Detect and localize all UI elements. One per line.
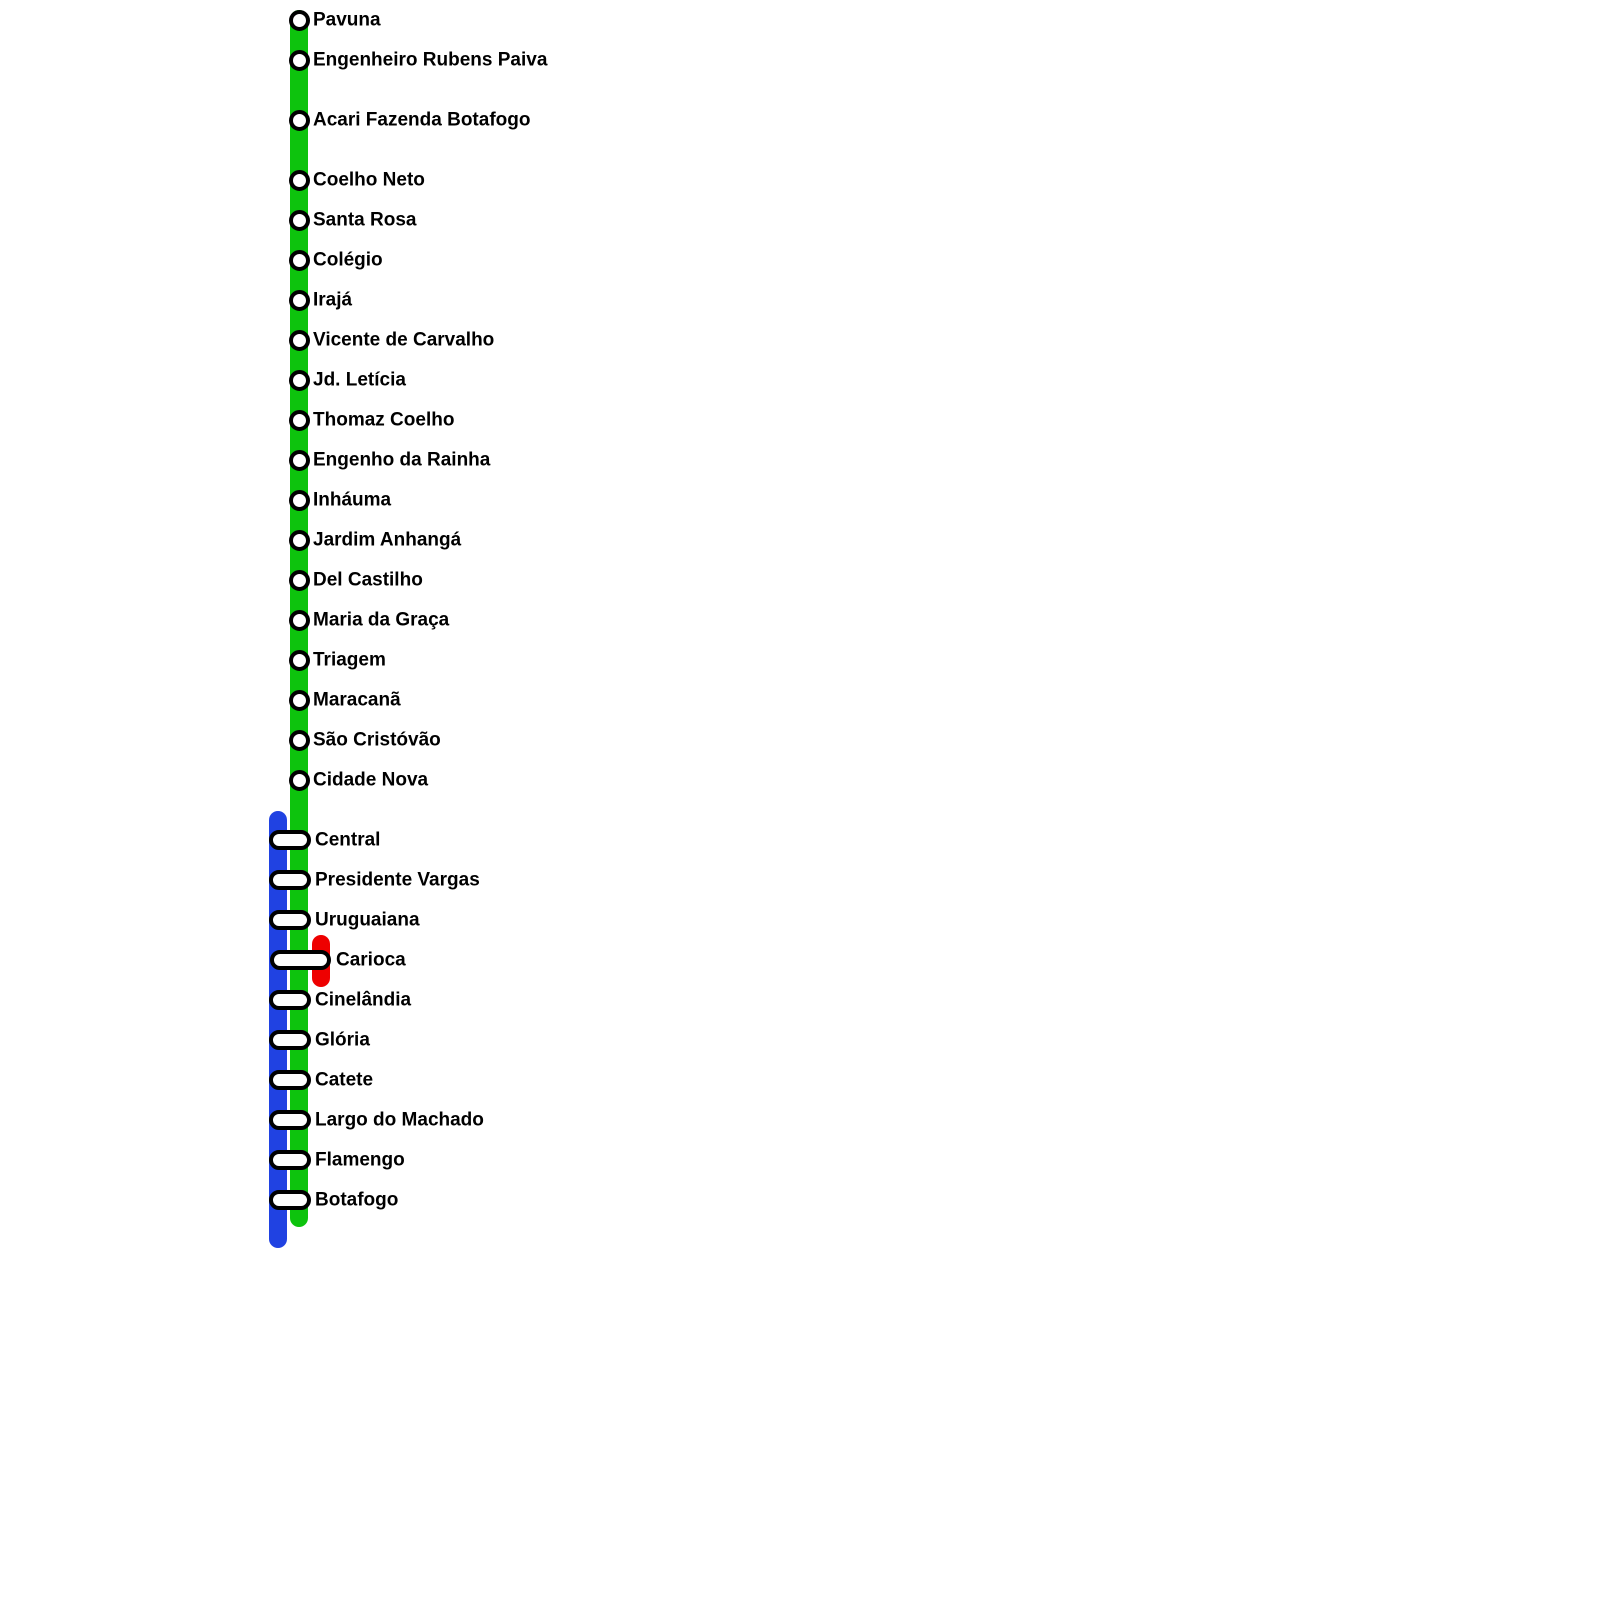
station-label-engenheiro-rubens-paiva: Engenheiro Rubens Paiva: [313, 49, 548, 71]
station-label-triagem: Triagem: [313, 649, 386, 671]
station-label-vicente-de-carvalho: Vicente de Carvalho: [313, 329, 495, 351]
station-label-iraja: Irajá: [313, 289, 353, 311]
station-marker-catete: [269, 1070, 311, 1090]
station-marker-uruguaiana: [269, 910, 311, 930]
station-marker-inhauma: [288, 489, 310, 511]
station-label-sao-cristovao: São Cristóvão: [313, 729, 441, 751]
station-marker-sao-cristovao: [288, 729, 310, 751]
station-label-cinelandia: Cinelândia: [315, 989, 412, 1011]
station-label-uruguaiana: Uruguaiana: [315, 909, 420, 931]
station-marker-botafogo: [269, 1190, 311, 1210]
station-marker-del-castilho: [288, 569, 310, 591]
station-marker-acari-fazenda-botafogo: [288, 109, 310, 131]
station-label-flamengo: Flamengo: [315, 1149, 405, 1171]
station-marker-cidade-nova: [288, 769, 310, 791]
station-label-catete: Catete: [315, 1069, 374, 1091]
station-marker-gloria: [269, 1030, 311, 1050]
station-label-colegio: Colégio: [313, 249, 383, 271]
station-marker-presidente-vargas: [269, 870, 311, 890]
station-marker-carioca: [270, 950, 331, 970]
station-label-botafogo: Botafogo: [315, 1189, 399, 1211]
station-label-acari-fazenda-botafogo: Acari Fazenda Botafogo: [313, 109, 531, 131]
station-marker-largo-do-machado: [269, 1110, 311, 1130]
station-label-presidente-vargas: Presidente Vargas: [315, 869, 480, 891]
station-marker-engenheiro-rubens-paiva: [288, 49, 310, 71]
station-marker-colegio: [288, 249, 310, 271]
station-marker-flamengo: [269, 1150, 311, 1170]
station-label-jd-leticia: Jd. Letícia: [313, 369, 406, 391]
station-label-central: Central: [315, 829, 381, 851]
station-label-jardim-anhanga: Jardim Anhangá: [313, 529, 462, 551]
station-marker-engenho-da-rainha: [288, 449, 310, 471]
station-label-maracana: Maracanã: [313, 689, 401, 711]
station-marker-santa-rosa: [288, 209, 310, 231]
station-label-thomaz-coelho: Thomaz Coelho: [313, 409, 455, 431]
station-marker-cinelandia: [269, 990, 311, 1010]
station-marker-maracana: [288, 689, 310, 711]
station-label-largo-do-machado: Largo do Machado: [315, 1109, 484, 1131]
station-label-cidade-nova: Cidade Nova: [313, 769, 429, 791]
station-marker-jardim-anhanga: [288, 529, 310, 551]
station-marker-coelho-neto: [288, 169, 310, 191]
station-label-inhauma: Inháuma: [313, 489, 392, 511]
station-label-gloria: Glória: [315, 1029, 370, 1051]
station-marker-triagem: [288, 649, 310, 671]
station-label-del-castilho: Del Castilho: [313, 569, 423, 591]
station-marker-thomaz-coelho: [288, 409, 310, 431]
station-label-maria-da-graca: Maria da Graça: [313, 609, 450, 631]
station-label-coelho-neto: Coelho Neto: [313, 169, 425, 191]
station-marker-iraja: [288, 289, 310, 311]
station-label-santa-rosa: Santa Rosa: [313, 209, 417, 231]
station-label-pavuna: Pavuna: [313, 9, 381, 31]
station-marker-maria-da-graca: [288, 609, 310, 631]
station-label-engenho-da-rainha: Engenho da Rainha: [313, 449, 491, 471]
station-marker-vicente-de-carvalho: [288, 329, 310, 351]
station-marker-pavuna: [288, 9, 310, 31]
station-marker-central: [269, 830, 311, 850]
station-marker-jd-leticia: [288, 369, 310, 391]
station-label-carioca: Carioca: [336, 949, 406, 971]
